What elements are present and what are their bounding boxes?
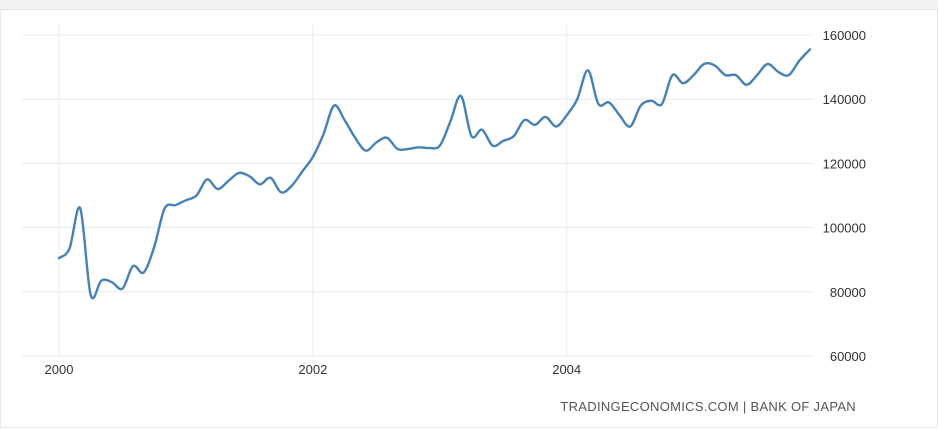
y-tick-label: 140000 [823, 92, 866, 107]
y-tick-label: 100000 [823, 221, 866, 236]
grid-lines [22, 24, 814, 357]
y-tick-label: 80000 [830, 285, 866, 300]
y-tick-labels: 160000 140000 120000 100000 80000 60000 [823, 28, 866, 364]
x-tick-labels: 2000 2002 2004 [45, 362, 582, 377]
x-tick-label: 2004 [552, 362, 581, 377]
series-line [57, 48, 812, 300]
source-credit: TRADINGECONOMICS.COM | BANK OF JAPAN [560, 399, 856, 414]
top-bar [0, 0, 938, 10]
x-tick-label: 2002 [298, 362, 327, 377]
x-tick-label: 2000 [45, 362, 74, 377]
y-tick-label: 120000 [823, 156, 866, 171]
y-tick-label: 160000 [823, 28, 866, 43]
y-tick-label: 60000 [830, 349, 866, 364]
series-layer [57, 48, 812, 300]
